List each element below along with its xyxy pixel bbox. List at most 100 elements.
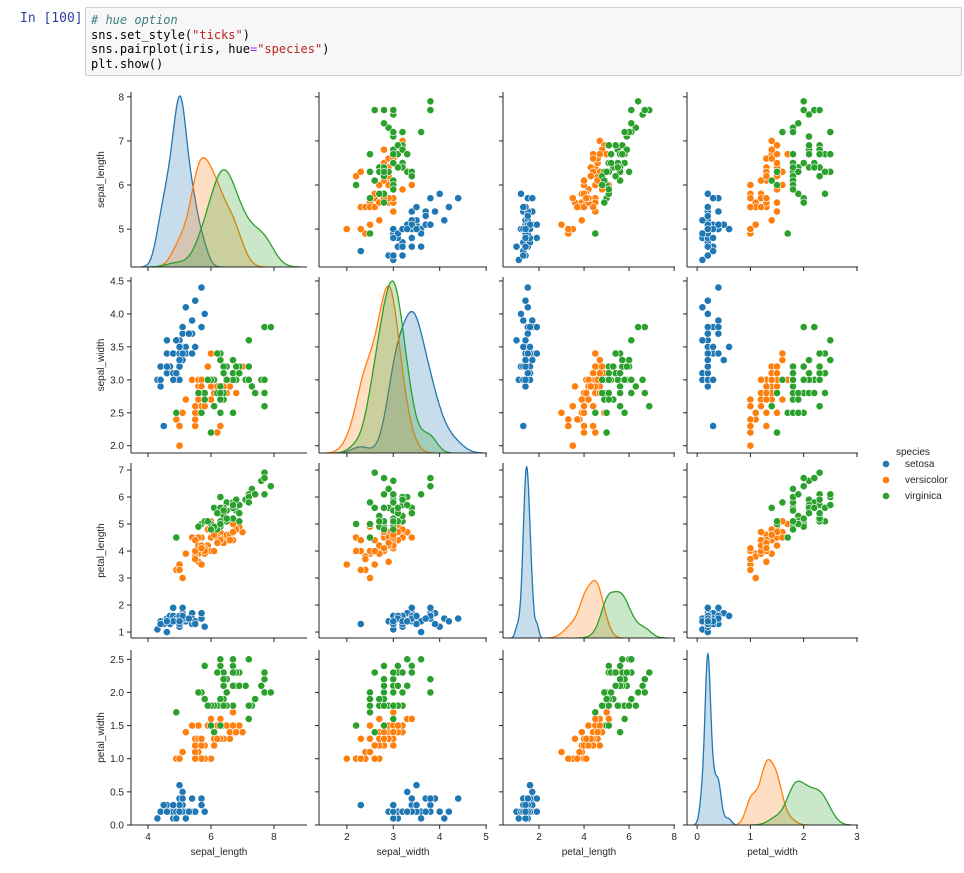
panel-petal_length-vs-sepal_length: 1 2 3 4 5 6 7 petal_length xyxy=(96,463,307,642)
y-tick-label: 1.0 xyxy=(110,754,124,765)
point-virginica xyxy=(389,490,398,499)
point-versicolor xyxy=(595,150,604,159)
point-versicolor xyxy=(356,566,365,574)
point-versicolor xyxy=(191,555,200,563)
panel-sepal_length-vs-sepal_width xyxy=(315,92,487,271)
point-setosa xyxy=(703,203,712,211)
point-virginica xyxy=(789,506,797,515)
point-setosa xyxy=(426,194,435,203)
legend-label-setosa: setosa xyxy=(905,459,935,470)
point-versicolor xyxy=(407,181,416,189)
point-versicolor xyxy=(584,375,593,384)
point-virginica xyxy=(266,482,275,491)
point-setosa xyxy=(519,342,528,351)
point-setosa xyxy=(197,794,206,803)
kde-line-virginica xyxy=(750,780,852,825)
point-virginica xyxy=(389,150,398,159)
point-virginica xyxy=(815,362,824,371)
point-setosa xyxy=(512,336,521,345)
point-virginica xyxy=(260,402,269,411)
kde-line-virginica xyxy=(147,169,300,267)
code-cell[interactable]: # hue option sns.set_style("ticks") sns.pa… xyxy=(85,7,962,76)
point-versicolor xyxy=(356,536,365,545)
point-virginica xyxy=(200,662,209,670)
panel-marks xyxy=(342,468,463,636)
point-setosa xyxy=(200,622,209,631)
y-tick-label: 5 xyxy=(118,225,124,236)
point-virginica xyxy=(607,688,615,697)
point-setosa xyxy=(435,189,444,198)
point-versicolor xyxy=(191,415,200,424)
point-virginica xyxy=(426,482,435,491)
point-virginica xyxy=(600,688,609,697)
point-setosa xyxy=(412,225,421,233)
point-virginica xyxy=(815,172,824,181)
point-virginica xyxy=(631,382,640,391)
point-versicolor xyxy=(564,422,573,430)
point-virginica xyxy=(213,349,222,358)
point-virginica xyxy=(604,721,613,730)
point-virginica xyxy=(604,389,613,397)
point-virginica xyxy=(634,688,642,697)
point-virginica xyxy=(826,490,835,499)
point-virginica xyxy=(607,150,615,159)
kde-line-versicolor xyxy=(734,758,809,825)
y-axis-label: petal_width xyxy=(96,712,107,763)
y-axis-label: sepal_width xyxy=(96,339,107,392)
point-versicolor xyxy=(589,422,597,430)
y-tick-label: 4 xyxy=(118,547,124,558)
point-virginica xyxy=(366,708,374,717)
point-virginica xyxy=(366,533,374,542)
point-virginica xyxy=(210,728,218,737)
point-virginica xyxy=(799,514,808,523)
point-setosa xyxy=(407,233,416,242)
point-virginica xyxy=(602,408,611,417)
point-virginica xyxy=(611,668,620,677)
point-virginica xyxy=(640,106,649,114)
point-versicolor xyxy=(210,547,218,555)
point-versicolor xyxy=(175,422,184,430)
point-setosa xyxy=(519,422,528,430)
x-tick-label: 4 xyxy=(437,832,443,843)
point-setosa xyxy=(523,369,532,378)
point-virginica xyxy=(627,119,636,128)
point-setosa xyxy=(197,323,206,331)
point-versicolor xyxy=(197,544,206,553)
point-virginica xyxy=(244,362,253,371)
point-virginica xyxy=(640,323,649,331)
point-setosa xyxy=(528,788,537,796)
point-virginica xyxy=(638,375,647,384)
point-virginica xyxy=(207,525,215,534)
point-versicolor xyxy=(757,402,765,411)
point-versicolor xyxy=(767,136,776,145)
point-versicolor xyxy=(191,754,200,763)
point-versicolor xyxy=(762,408,771,417)
point-virginica xyxy=(810,474,819,482)
x-tick-label: 1 xyxy=(748,832,754,843)
point-virginica xyxy=(366,194,374,203)
point-virginica xyxy=(380,701,388,710)
point-setosa xyxy=(389,233,398,242)
point-setosa xyxy=(526,342,534,351)
point-virginica xyxy=(219,369,228,378)
point-virginica xyxy=(257,681,266,690)
point-versicolor xyxy=(778,395,787,404)
point-setosa xyxy=(178,794,187,803)
point-versicolor xyxy=(762,422,771,430)
point-virginica xyxy=(591,408,600,417)
point-virginica xyxy=(773,389,781,397)
point-setosa xyxy=(412,612,421,620)
point-virginica xyxy=(398,668,407,677)
point-virginica xyxy=(200,395,209,404)
panel-petal_width-vs-sepal_width: 2 3 4 5 sepal_width xyxy=(315,650,489,858)
point-setosa xyxy=(523,211,532,220)
point-virginica xyxy=(810,389,819,397)
point-virginica xyxy=(375,695,384,703)
point-versicolor xyxy=(589,402,597,411)
point-virginica xyxy=(640,688,649,697)
point-versicolor xyxy=(762,395,771,404)
point-virginica xyxy=(602,695,611,703)
x-axis-label: petal_length xyxy=(562,847,617,858)
point-virginica xyxy=(591,229,600,238)
point-virginica xyxy=(370,106,379,114)
